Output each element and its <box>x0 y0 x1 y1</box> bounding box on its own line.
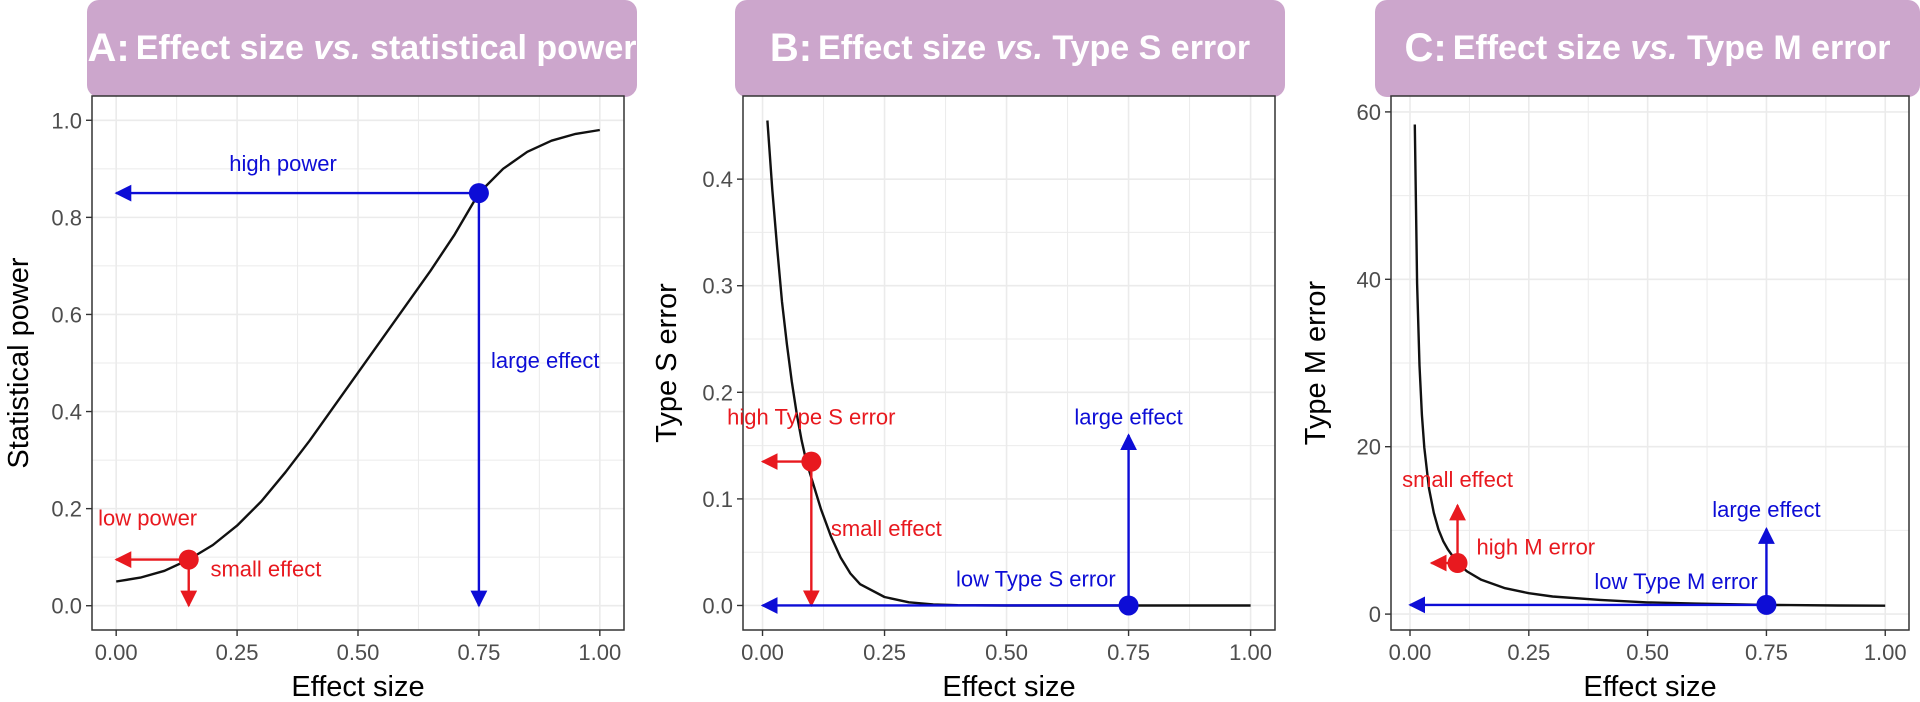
red-point <box>801 451 822 472</box>
y-tick-label: 60 <box>1357 100 1381 125</box>
panel-a-banner: A: Effect size vs. statistical power <box>87 0 637 97</box>
blue-point <box>1756 594 1777 615</box>
panel-c-title-pre: Effect size <box>1452 29 1631 67</box>
x-tick-label: 0.00 <box>1389 640 1432 665</box>
x-tick-label: 0.75 <box>457 640 500 665</box>
chart-panel-c: 0.00 0.25 0.50 0.75 1.00 0 20 40 60 Effect size Ty… <box>1300 95 1910 702</box>
y-tick-label: 0.0 <box>51 594 82 619</box>
red-annotation: low power <box>98 506 197 531</box>
x-tick-label: 1.00 <box>578 640 621 665</box>
blue-annotation: low Type S error <box>956 566 1116 591</box>
blue-annotation: large effect <box>1074 404 1182 429</box>
panel-a-letter: A: <box>87 26 130 70</box>
y-tick-label: 0.8 <box>51 205 82 230</box>
x-tick-label: 0.50 <box>337 640 380 665</box>
blue-annotation: large effect <box>491 348 599 373</box>
y-tick-label: 0.2 <box>702 380 733 405</box>
y-axis-title: Type S error <box>651 283 683 443</box>
y-tick-label: 1.0 <box>51 108 82 133</box>
x-axis-title: Effect size <box>942 671 1075 702</box>
chart-panel-a: 0.00 0.25 0.50 0.75 1.00 0.0 0.2 0.4 0.6 0.8 1.0 Ef… <box>3 95 625 702</box>
x-axis-title: Effect size <box>1583 671 1716 702</box>
x-tick-label: 0.75 <box>1745 640 1788 665</box>
red-annotation: high Type S error <box>727 404 895 429</box>
red-annotation: high M error <box>1477 535 1596 560</box>
chart-panel-b: 0.00 0.25 0.50 0.75 1.00 0.0 0.1 0.2 0.3 0.4 Effec… <box>651 95 1276 702</box>
y-tick-label: 40 <box>1357 267 1381 292</box>
x-tick-label: 0.00 <box>95 640 138 665</box>
plot-border <box>742 95 1276 631</box>
panel-a-title-pre: Effect size <box>135 29 314 67</box>
y-axis-title: Statistical power <box>3 257 35 468</box>
panel-b-title-vs: vs. <box>995 29 1043 67</box>
y-tick-label: 0.1 <box>702 487 733 512</box>
x-tick-label: 0.75 <box>1107 640 1150 665</box>
y-tick-label: 0.4 <box>702 167 733 192</box>
panel-b-letter: B: <box>769 26 813 70</box>
panel-c-title-post: Type M error <box>1677 29 1891 67</box>
red-annotation: small effect <box>210 557 321 582</box>
panel-a-title-vs: vs. <box>313 29 361 67</box>
x-tick-label: 0.25 <box>1507 640 1550 665</box>
x-tick-label: 0.25 <box>216 640 259 665</box>
x-tick-label: 0.25 <box>863 640 906 665</box>
y-axis-title: Type M error <box>1300 280 1332 445</box>
blue-annotation: high power <box>229 151 337 176</box>
blue-point <box>468 183 489 204</box>
panel-b-banner: B: Effect size vs. Type S error <box>735 0 1285 97</box>
red-point <box>178 549 199 570</box>
panel-c-banner: C: Effect size vs. Type M error <box>1375 0 1920 97</box>
x-tick-label: 1.00 <box>1864 640 1907 665</box>
panel-a-title-post: statistical power <box>360 29 637 67</box>
blue-point <box>1118 595 1139 616</box>
blue-annotation: large effect <box>1712 497 1820 522</box>
x-tick-label: 0.50 <box>985 640 1028 665</box>
red-annotation: small effect <box>1402 467 1513 492</box>
panel-b-title-post: Type S error <box>1042 29 1251 67</box>
y-tick-label: 0 <box>1369 602 1381 627</box>
y-tick-label: 0.0 <box>702 593 733 618</box>
x-axis-title: Effect size <box>291 671 424 702</box>
red-annotation: small effect <box>831 516 942 541</box>
x-tick-label: 1.00 <box>1229 640 1272 665</box>
x-tick-label: 0.00 <box>741 640 784 665</box>
plot-border <box>91 95 625 631</box>
plot-background <box>743 96 1275 630</box>
plot-border <box>1390 95 1910 631</box>
y-tick-label: 0.6 <box>51 302 82 327</box>
y-tick-label: 0.3 <box>702 274 733 299</box>
blue-annotation: low Type M error <box>1594 569 1757 594</box>
y-tick-label: 0.4 <box>51 400 82 425</box>
panel-c-title-vs: vs. <box>1630 29 1678 67</box>
panel-b-title-pre: Effect size <box>818 29 996 67</box>
y-tick-label: 20 <box>1357 435 1381 460</box>
red-point <box>1447 553 1468 574</box>
y-tick-label: 0.2 <box>51 497 82 522</box>
x-tick-label: 0.50 <box>1626 640 1669 665</box>
panel-c-letter: C: <box>1404 26 1447 70</box>
